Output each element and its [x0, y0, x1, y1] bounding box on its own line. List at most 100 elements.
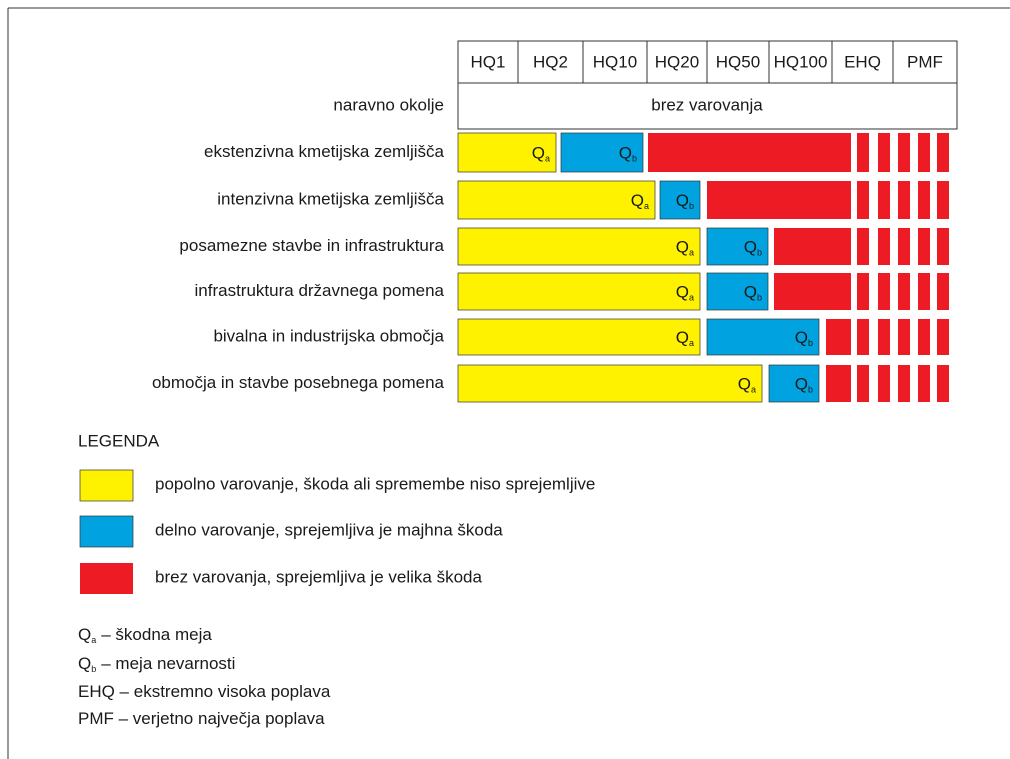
no-protection-stripe: [898, 228, 910, 265]
note-text: EHQ – ekstremno visoka poplava: [78, 682, 331, 701]
no-protection-stripe: [878, 181, 890, 219]
no-protection-stripe: [857, 133, 869, 172]
q-label: Qb: [795, 375, 813, 395]
row-label: območja in stavbe posebnega pomena: [152, 373, 445, 392]
partial-protection: [659, 180, 701, 220]
row-label: infrastruktura državnega pomena: [195, 281, 445, 300]
no-protection-stripe: [918, 365, 930, 402]
header-label: EHQ: [844, 52, 881, 71]
q-symbol: Q: [744, 283, 757, 302]
header-label: HQ100: [774, 52, 828, 71]
q-sub: b: [757, 293, 762, 303]
row-label: bivalna in industrijska območja: [213, 326, 444, 345]
q-symbol: Q: [676, 328, 689, 347]
header-cell: [517, 40, 584, 84]
no-protection-stripe: [857, 319, 869, 355]
q-sub: a: [91, 635, 96, 645]
no-protection-stripe: [878, 228, 890, 265]
full-protection: [457, 272, 701, 311]
header-label: HQ20: [655, 52, 699, 71]
q-sub: b: [689, 201, 694, 211]
header-cell: [646, 40, 708, 84]
q-sub: b: [91, 664, 96, 674]
legend-text: delno varovanje, sprejemljiva je majhna …: [155, 520, 503, 539]
no-protection: [774, 273, 851, 310]
no-protection-stripe: [898, 133, 910, 172]
no-protection-stripe: [937, 133, 949, 172]
no-protection-stripe: [898, 365, 910, 402]
partial-protection: [706, 227, 769, 266]
no-protection-stripe: [878, 273, 890, 310]
q-label: Qb: [619, 144, 637, 164]
q-label: Qa: [676, 328, 694, 348]
header-label: HQ1: [471, 52, 506, 71]
q-label: Qa: [676, 283, 694, 303]
note-text: PMF – verjetno največja poplava: [78, 709, 325, 728]
no-protection-stripe: [918, 133, 930, 172]
q-symbol: Q: [676, 238, 689, 257]
no-protection-stripe: [918, 228, 930, 265]
row-label: naravno okolje: [333, 95, 444, 114]
q-symbol: Q: [744, 238, 757, 257]
q-label: Qb: [744, 238, 762, 258]
q-symbol: Q: [795, 375, 808, 394]
q-sub: b: [757, 248, 762, 258]
header-cell: [768, 40, 833, 84]
partial-protection: [768, 364, 820, 403]
no-protection: [826, 319, 851, 355]
q-symbol: Q: [78, 625, 91, 644]
q-label: Qb: [795, 328, 813, 348]
header-label: HQ10: [593, 52, 637, 71]
q-symbol: Q: [738, 375, 751, 394]
no-protection-stripe: [878, 365, 890, 402]
no-protection-stripe: [918, 319, 930, 355]
legend-swatch: [80, 563, 133, 594]
header-cell: [457, 40, 519, 84]
top-row-box: [457, 82, 958, 130]
q-sub: a: [689, 293, 694, 303]
q-sub: a: [689, 248, 694, 258]
no-protection: [707, 181, 851, 219]
no-protection-stripe: [857, 273, 869, 310]
q-sub: a: [689, 338, 694, 348]
q-sub: a: [751, 385, 756, 395]
row-label: ekstenzivna kmetijska zemljišča: [204, 142, 445, 161]
header-label: HQ50: [716, 52, 760, 71]
header-cell: [831, 40, 894, 84]
q-sub: b: [632, 154, 637, 164]
no-protection-stripe: [857, 365, 869, 402]
no-protection-stripe: [937, 181, 949, 219]
no-protection-stripe: [878, 319, 890, 355]
q-label: Qa: [676, 238, 694, 258]
no-protection-stripe: [898, 319, 910, 355]
legend-text: popolno varovanje, škoda ali spremembe n…: [155, 474, 595, 493]
header-label: PMF: [907, 52, 943, 71]
no-protection-stripe: [937, 228, 949, 265]
legend-text: brez varovanja, sprejemljiva je velika š…: [155, 567, 482, 586]
no-protection-stripe: [937, 319, 949, 355]
legend-swatch: [79, 515, 134, 548]
no-protection: [774, 228, 851, 265]
q-symbol: Q: [676, 191, 689, 210]
full-protection: [457, 227, 701, 266]
q-symbol: Q: [619, 144, 632, 163]
q-label: Qa: [738, 375, 756, 395]
q-label: Qa: [532, 144, 550, 164]
q-symbol: Q: [532, 144, 545, 163]
legend-note: Qa – škodna meja: [78, 625, 212, 645]
header-label: HQ2: [533, 52, 568, 71]
no-protection: [648, 133, 851, 172]
row-label: posamezne stavbe in infrastruktura: [179, 236, 444, 255]
note-text: – škodna meja: [101, 625, 212, 644]
legend-note: PMF – verjetno največja poplava: [78, 709, 325, 728]
no-protection-stripe: [918, 273, 930, 310]
q-label: Qb: [676, 191, 694, 211]
no-protection-stripe: [898, 181, 910, 219]
no-protection-stripe: [918, 181, 930, 219]
row-label: intenzivna kmetijska zemljišča: [217, 189, 444, 208]
q-label: Qa: [631, 191, 649, 211]
full-protection: [457, 132, 557, 173]
note-text: – meja nevarnosti: [101, 654, 235, 673]
full-protection: [457, 318, 701, 356]
